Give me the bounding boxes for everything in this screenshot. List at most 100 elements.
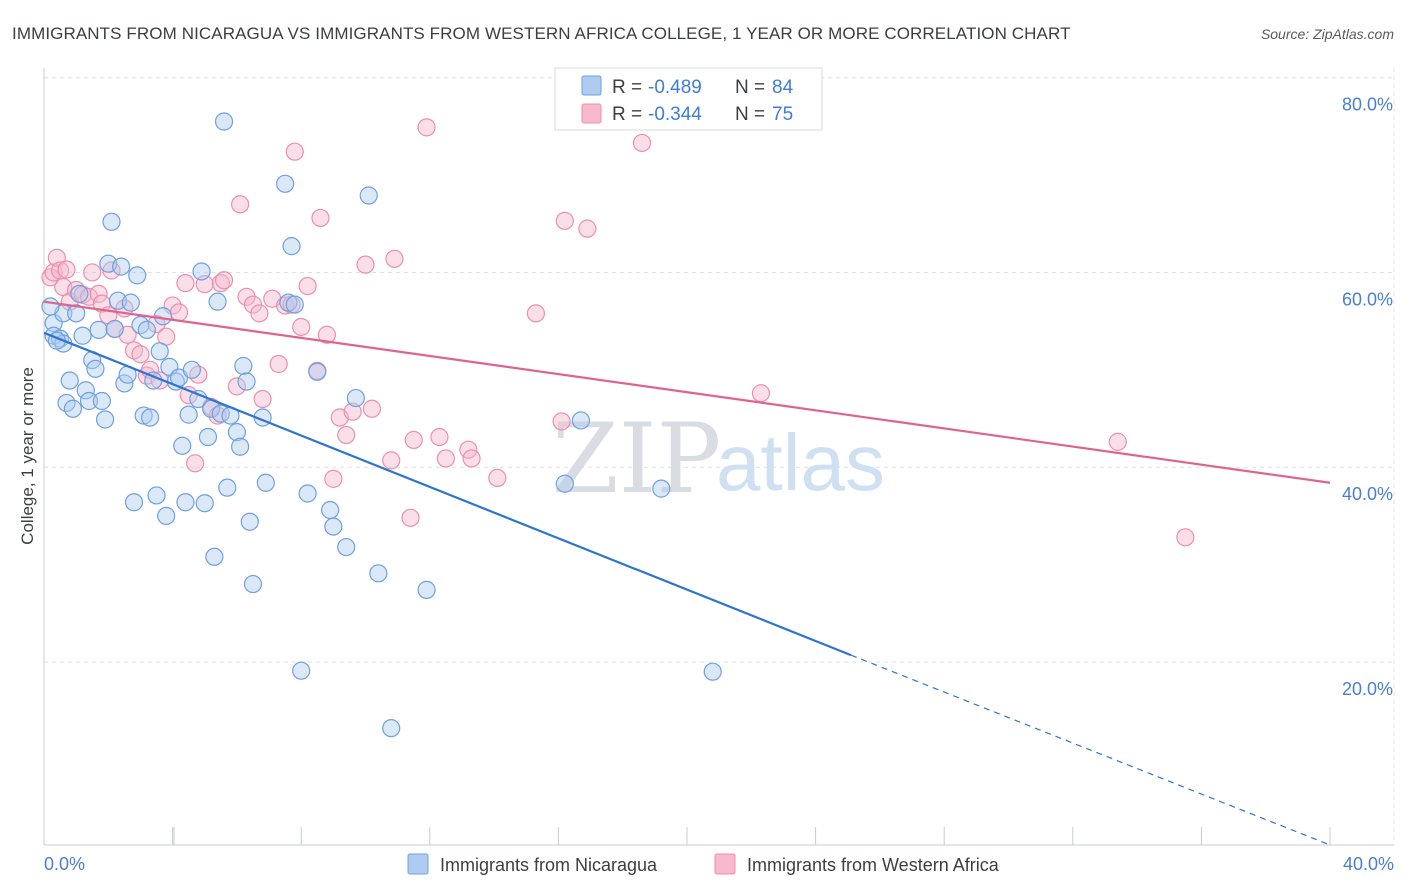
data-point-western-africa — [41, 268, 60, 287]
data-point-nicaragua — [147, 486, 166, 505]
data-point-western-africa — [253, 389, 272, 409]
stats-n-label-western-africa: N = — [735, 104, 765, 125]
y-tick-label: 20.0% — [1342, 679, 1393, 699]
trend-line-nicaragua-extrapolated — [850, 654, 1331, 846]
data-point-nicaragua — [105, 319, 124, 339]
data-point-western-africa — [555, 211, 574, 230]
watermark: ZIP atlas — [552, 403, 885, 515]
data-point-nicaragua — [382, 719, 401, 738]
data-point-nicaragua — [337, 537, 356, 557]
data-point-nicaragua — [176, 493, 195, 512]
data-point-nicaragua — [240, 512, 259, 531]
data-point-western-africa — [552, 412, 571, 431]
y-tick-label: 80.0% — [1342, 95, 1393, 115]
data-point-nicaragua — [150, 342, 169, 361]
data-point-nicaragua — [179, 405, 198, 424]
data-point-nicaragua — [279, 293, 298, 312]
data-point-nicaragua — [227, 423, 246, 442]
data-point-western-africa — [526, 304, 545, 323]
data-point-nicaragua — [555, 474, 574, 493]
data-point-nicaragua — [282, 237, 301, 256]
legend-label-nicaragua: Immigrants from Nicaragua — [440, 855, 658, 875]
data-point-western-africa — [578, 219, 597, 238]
data-point-nicaragua — [70, 284, 89, 303]
data-point-nicaragua — [89, 320, 108, 339]
trend-line-western-africa — [43, 300, 1331, 484]
data-point-nicaragua — [76, 381, 95, 400]
data-point-nicaragua — [121, 293, 140, 312]
data-point-nicaragua — [63, 399, 83, 418]
legend-label-western-africa: Immigrants from Western Africa — [747, 855, 1000, 875]
legend-item-nicaragua[interactable]: Immigrants from Nicaragua — [407, 853, 658, 875]
legend-item-western-africa[interactable]: Immigrants from Western Africa — [714, 853, 1000, 875]
data-point-western-africa — [751, 384, 771, 403]
data-point-western-africa — [356, 255, 375, 274]
stats-box: R = -0.489 N = 84 R = -0.344 N = 75 — [554, 67, 823, 131]
data-point-western-africa — [1108, 432, 1127, 451]
x-tick-label-min: 0.0% — [44, 854, 85, 874]
data-point-western-africa — [430, 427, 449, 447]
data-point-western-africa — [269, 354, 288, 374]
data-point-nicaragua — [60, 371, 79, 390]
data-point-western-africa — [292, 317, 311, 337]
stats-n-value-nicaragua: 84 — [772, 77, 794, 98]
data-point-nicaragua — [218, 478, 237, 497]
data-point-nicaragua — [369, 564, 388, 583]
data-point-nicaragua — [298, 484, 317, 503]
legend-swatch-nicaragua — [407, 853, 429, 875]
data-point-nicaragua — [346, 388, 365, 408]
y-axis-tick-labels: 20.0% 40.0% 60.0% 80.0% — [1342, 95, 1393, 699]
data-point-nicaragua — [157, 506, 176, 525]
data-point-nicaragua — [237, 372, 256, 391]
data-point-western-africa — [311, 208, 330, 228]
data-point-nicaragua — [195, 494, 214, 513]
data-point-nicaragua — [292, 661, 311, 680]
y-axis-label: College, 1 year or more — [18, 367, 37, 545]
data-point-nicaragua — [67, 304, 86, 323]
data-point-nicaragua — [140, 408, 160, 427]
data-point-western-africa — [362, 399, 382, 418]
data-point-nicaragua — [73, 326, 92, 345]
data-point-nicaragua — [324, 517, 343, 536]
data-point-western-africa — [298, 276, 317, 296]
data-point-nicaragua — [359, 186, 378, 205]
data-point-nicaragua — [234, 356, 253, 376]
data-point-nicaragua — [134, 406, 153, 425]
stats-r-label-western-africa: R = — [612, 104, 642, 125]
data-point-western-africa — [57, 260, 76, 279]
data-point-western-africa — [382, 451, 401, 470]
x-tick-label-max: 40.0% — [1343, 854, 1394, 874]
chart-title: IMMIGRANTS FROM NICARAGUA VS IMMIGRANTS … — [12, 24, 1071, 43]
data-point-nicaragua — [214, 112, 234, 131]
data-point-nicaragua — [173, 436, 192, 455]
data-point-nicaragua — [243, 574, 263, 594]
data-point-western-africa — [285, 142, 304, 161]
watermark-zip: ZIP — [552, 403, 721, 515]
data-point-nicaragua — [417, 580, 436, 599]
data-point-nicaragua — [231, 437, 250, 456]
legend-swatch-western-africa — [714, 853, 736, 875]
data-point-western-africa — [231, 195, 250, 214]
data-point-western-africa — [343, 402, 362, 421]
trend-line-nicaragua — [43, 331, 852, 657]
data-point-western-africa — [436, 449, 455, 468]
data-point-nicaragua — [95, 410, 115, 429]
data-point-western-africa — [169, 303, 189, 322]
chart-source: Source: ZipAtlas.com — [1261, 26, 1394, 42]
data-point-nicaragua — [198, 427, 218, 447]
data-point-nicaragua — [182, 360, 201, 379]
data-point-nicaragua — [102, 212, 121, 231]
data-point-western-africa — [83, 263, 102, 282]
data-point-nicaragua — [79, 391, 99, 411]
data-point-western-africa — [488, 468, 507, 488]
data-point-nicaragua — [41, 297, 60, 316]
data-point-western-africa — [250, 304, 269, 323]
data-point-western-africa — [214, 271, 234, 290]
data-point-nicaragua — [276, 174, 295, 193]
data-point-western-africa — [186, 454, 205, 473]
stats-swatch-western-africa — [581, 103, 602, 124]
data-point-nicaragua — [112, 257, 131, 276]
data-point-western-africa — [208, 406, 227, 425]
data-point-nicaragua — [703, 662, 722, 681]
data-point-western-africa — [276, 296, 295, 315]
